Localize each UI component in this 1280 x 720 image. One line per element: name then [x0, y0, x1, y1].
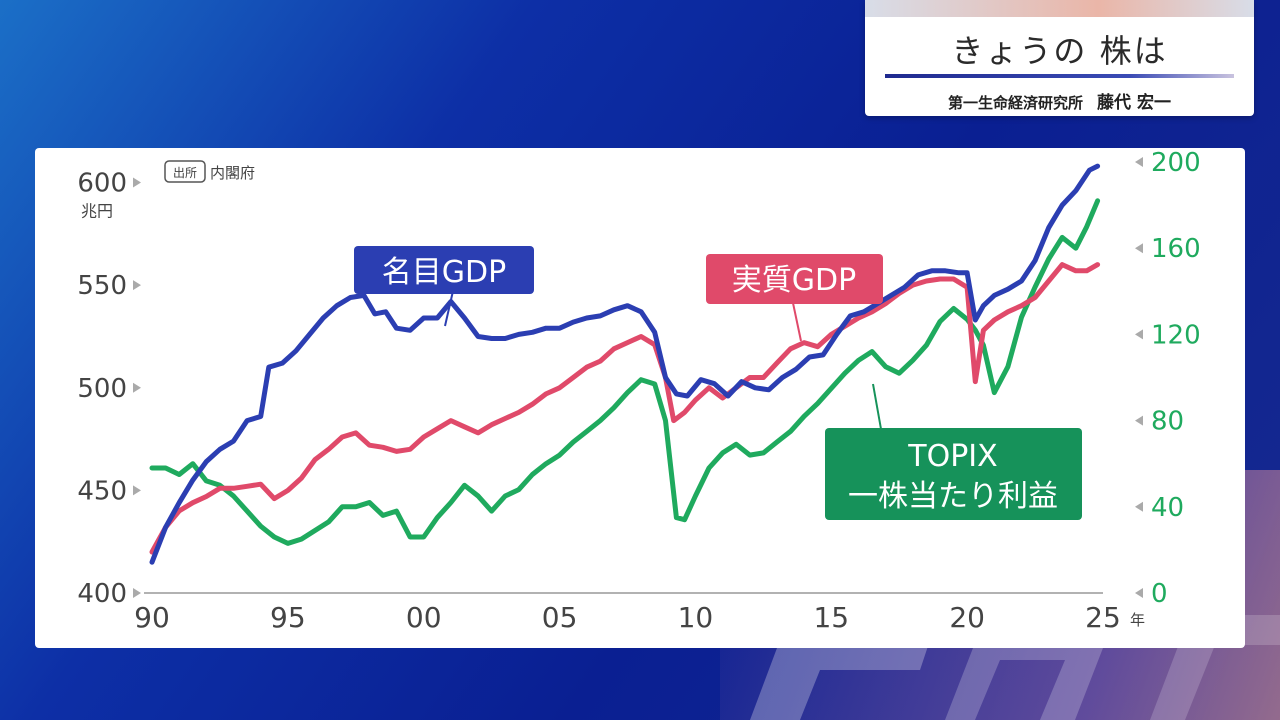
- source-badge-text: 出所: [173, 166, 197, 180]
- left-tick-label: 500: [77, 374, 127, 404]
- right-tick-label: 0: [1151, 579, 1168, 609]
- program-title: きょうの 株は: [951, 32, 1168, 70]
- nominal-gdp-line: [149, 163, 1101, 565]
- right-tick-arrow: [1135, 501, 1143, 512]
- right-tick-arrow: [1135, 157, 1143, 167]
- chart-card: 出所 内閣府 90 95 00 05 10 15 20 25 年 600 550 500 450 400 兆円 2…: [35, 148, 1245, 648]
- nominal-gdp-label: 名目GDP: [382, 255, 506, 290]
- right-tick-arrow: [1135, 588, 1143, 598]
- analyst-name: 藤代 宏一: [1097, 93, 1171, 113]
- right-tick-arrow: [1135, 415, 1143, 426]
- right-tick-label: 200: [1151, 148, 1201, 178]
- right-tick-label: 120: [1151, 320, 1201, 350]
- x-tick-label: 00: [406, 601, 442, 634]
- real-gdp-label: 実質GDP: [732, 263, 856, 298]
- left-tick-arrow: [133, 485, 141, 496]
- x-tick-label: 15: [813, 601, 849, 634]
- left-tick-label: 450: [77, 476, 127, 506]
- real-gdp-label-box: [706, 254, 883, 304]
- left-tick-arrow: [133, 382, 141, 393]
- source-badge: [164, 160, 206, 183]
- topix-eps-pointer: [872, 383, 882, 430]
- topix-eps-label-line1: TOPIX: [907, 439, 997, 474]
- left-tick-arrow: [133, 588, 141, 598]
- right-tick-arrow: [1135, 329, 1143, 340]
- left-axis-unit: 兆円: [81, 202, 113, 221]
- left-tick-arrow: [133, 280, 141, 291]
- right-tick-arrow: [1135, 243, 1143, 254]
- left-tick-arrow: [133, 177, 141, 188]
- source-text: 内閣府: [210, 164, 255, 182]
- title-top-strip: [865, 0, 1254, 17]
- right-tick-label: 80: [1151, 407, 1184, 437]
- real-gdp-pointer: [792, 302, 802, 342]
- nominal-gdp-pointer: [444, 290, 454, 327]
- x-tick-label: 95: [270, 601, 306, 634]
- real-gdp-line: [149, 262, 1101, 555]
- x-tick-label: 10: [678, 601, 714, 634]
- right-tick-label: 160: [1151, 234, 1201, 264]
- topix-eps-label-box: [825, 428, 1082, 520]
- x-axis-unit: 年: [1130, 611, 1145, 629]
- x-tick-label: 05: [542, 601, 578, 634]
- analyst-credit: 第一生命経済研究所 藤代 宏一: [865, 88, 1254, 113]
- x-tick-label: 90: [134, 601, 170, 634]
- topix-eps-label-line2: 一株当たり利益: [848, 479, 1058, 514]
- right-tick-label: 40: [1151, 493, 1184, 523]
- title-divider: [885, 74, 1234, 78]
- x-tick-label: 25: [1085, 601, 1121, 634]
- left-tick-label: 400: [77, 579, 127, 609]
- left-tick-label: 600: [77, 169, 127, 199]
- title-panel: きょうの 株は 第一生命経済研究所 藤代 宏一: [865, 0, 1254, 116]
- left-tick-label: 550: [77, 271, 127, 301]
- x-tick-label: 20: [949, 601, 985, 634]
- nominal-gdp-label-box: [354, 246, 534, 294]
- topix-eps-line: [149, 198, 1101, 546]
- analyst-organization: 第一生命経済研究所: [948, 94, 1084, 112]
